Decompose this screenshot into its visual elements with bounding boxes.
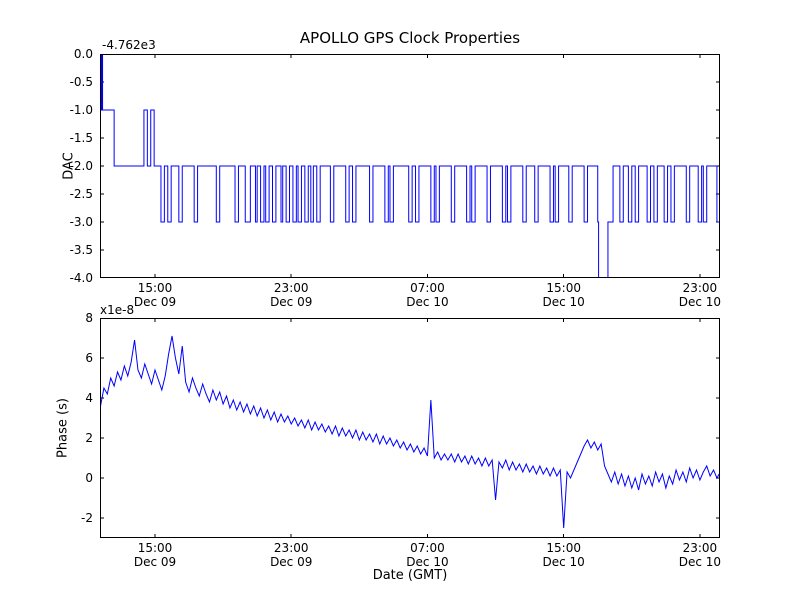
phase-axis-offset-text: x1e-8: [100, 303, 135, 317]
chart-title: APOLLO GPS Clock Properties: [299, 29, 521, 47]
x-tick-label: 15:00 Dec 10: [542, 281, 585, 309]
x-tick-label: 23:00 Dec 10: [678, 541, 722, 569]
x-tick-label: 07:00 Dec 10: [406, 281, 449, 309]
x-tick-label: 15:00 Dec 10: [542, 541, 585, 569]
phase-y-axis-label: Phase (s): [55, 398, 71, 458]
y-tick-label: -0.5: [69, 75, 93, 89]
y-tick-label: -2: [81, 511, 93, 525]
y-tick-label: 6: [85, 351, 93, 365]
y-tick-label: -1.0: [69, 103, 93, 117]
y-tick-label: -2.0: [69, 159, 93, 173]
y-tick-label: 4: [85, 391, 93, 405]
y-tick-label: -2.5: [69, 187, 93, 201]
phase-plot-area: [100, 318, 720, 538]
phase-line: [100, 335, 720, 529]
y-tick-label: -1.5: [69, 131, 93, 145]
y-tick-label: 8: [85, 311, 93, 325]
x-axis-label: Date (GMT): [372, 568, 448, 583]
y-tick-label: 0.0: [73, 47, 93, 61]
x-tick-label: 15:00 Dec 09: [133, 541, 177, 569]
y-tick-label: -3.5: [69, 243, 93, 257]
y-tick-label: -3.0: [69, 215, 93, 229]
dac-line: [100, 54, 720, 278]
x-tick-label: 23:00 Dec 09: [270, 541, 313, 569]
x-tick-label: 15:00 Dec 09: [133, 281, 177, 309]
y-tick-label: -4.0: [69, 271, 93, 285]
x-tick-label: 23:00 Dec 10: [678, 281, 722, 309]
y-tick-label: 2: [85, 431, 93, 445]
y-tick-label: 0: [85, 471, 93, 485]
x-tick-label: 07:00 Dec 10: [406, 541, 449, 569]
x-tick-label: 23:00 Dec 09: [270, 281, 313, 309]
dac-axis-offset-text: -4.762e3: [102, 38, 156, 52]
dac-plot-area: [100, 54, 720, 278]
